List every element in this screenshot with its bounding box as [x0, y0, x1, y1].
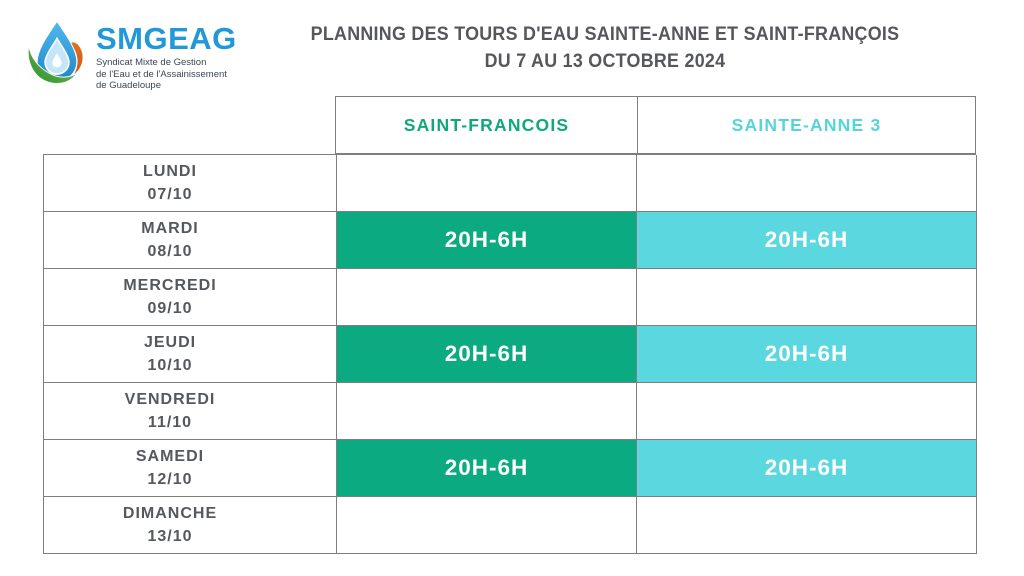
day-date: 10/10 [147, 356, 193, 374]
logo-subtitle: Syndicat Mixte de Gestion de l'Eau et de … [96, 57, 237, 92]
day-label: SAMEDI [135, 447, 205, 465]
column-header-saint-francois: SAINT-FRANCOIS [403, 114, 570, 135]
page-title: PLANNING DES TOURS D'EAU SAINTE-ANNE ET … [262, 21, 948, 75]
slot-cell-saint-francois-vendredi [337, 383, 637, 440]
slot-cell-sainte-anne-3-jeudi: 20H-6H [637, 326, 977, 383]
day-cell-mardi: MARDI 08/10 [44, 212, 337, 269]
slot-cell-saint-francois-lundi [337, 155, 637, 212]
logo-text: SMGEAG Syndicat Mixte de Gestion de l'Eau… [96, 14, 237, 92]
day-cell-samedi: SAMEDI 12/10 [44, 440, 337, 497]
day-cell-jeudi: JEUDI 10/10 [44, 326, 337, 383]
slot-cell-sainte-anne-3-mardi: 20H-6H [637, 212, 977, 269]
water-drop-leaf-icon [27, 20, 83, 84]
day-cell-dimanche: DIMANCHE 13/10 [44, 497, 337, 554]
slot-cell-sainte-anne-3-dimanche [637, 497, 977, 554]
slot-cell-saint-francois-mardi: 20H-6H [337, 212, 637, 269]
logo-subtitle-line: de l'Eau et de l'Assainissement [96, 68, 227, 80]
slot-cell-sainte-anne-3-mercredi [637, 269, 977, 326]
slot-cell-saint-francois-jeudi: 20H-6H [337, 326, 637, 383]
day-cell-vendredi: VENDREDI 11/10 [44, 383, 337, 440]
slot-cell-saint-francois-mercredi [337, 269, 637, 326]
title-line-1: PLANNING DES TOURS D'EAU SAINTE-ANNE ET … [310, 24, 900, 45]
slot-cell-saint-francois-dimanche [337, 497, 637, 554]
day-cell-mercredi: MERCREDI 09/10 [44, 269, 337, 326]
day-cell-lundi: LUNDI 07/10 [44, 155, 337, 212]
logo-subtitle-line: de Guadeloupe [96, 80, 161, 91]
day-label: LUNDI [143, 162, 197, 180]
day-label: MARDI [141, 219, 199, 237]
smgeag-logo: SMGEAG Syndicat Mixte de Gestion de l'Eau… [24, 14, 237, 92]
slot-cell-sainte-anne-3-samedi: 20H-6H [637, 440, 977, 497]
day-label: JEUDI [143, 333, 197, 351]
day-label: MERCREDI [123, 276, 217, 294]
day-date: 11/10 [147, 413, 193, 431]
schedule-table-body: LUNDI 07/10 MARDI 08/10 20H-6H 20H-6H MERCREDI… [43, 154, 977, 554]
day-label: DIMANCHE [122, 504, 218, 522]
logo-wordmark: SMGEAG [96, 21, 237, 56]
slot-cell-sainte-anne-3-vendredi [637, 383, 977, 440]
column-header-sainte-anne-3: SAINTE-ANNE 3 [637, 97, 975, 153]
logo-subtitle-line: Syndicat Mixte de Gestion [96, 57, 207, 68]
day-date: 09/10 [147, 299, 193, 317]
day-label: VENDREDI [124, 390, 216, 408]
day-date: 13/10 [147, 527, 193, 545]
slot-cell-sainte-anne-3-lundi [637, 155, 977, 212]
schedule-table-header: SAINT-FRANCOIS SAINTE-ANNE 3 [335, 96, 976, 154]
day-date: 12/10 [147, 470, 193, 488]
day-date: 07/10 [147, 185, 193, 203]
day-date: 08/10 [147, 242, 193, 260]
slot-cell-saint-francois-samedi: 20H-6H [337, 440, 637, 497]
title-line-2: DU 7 AU 13 OCTOBRE 2024 [484, 51, 726, 72]
